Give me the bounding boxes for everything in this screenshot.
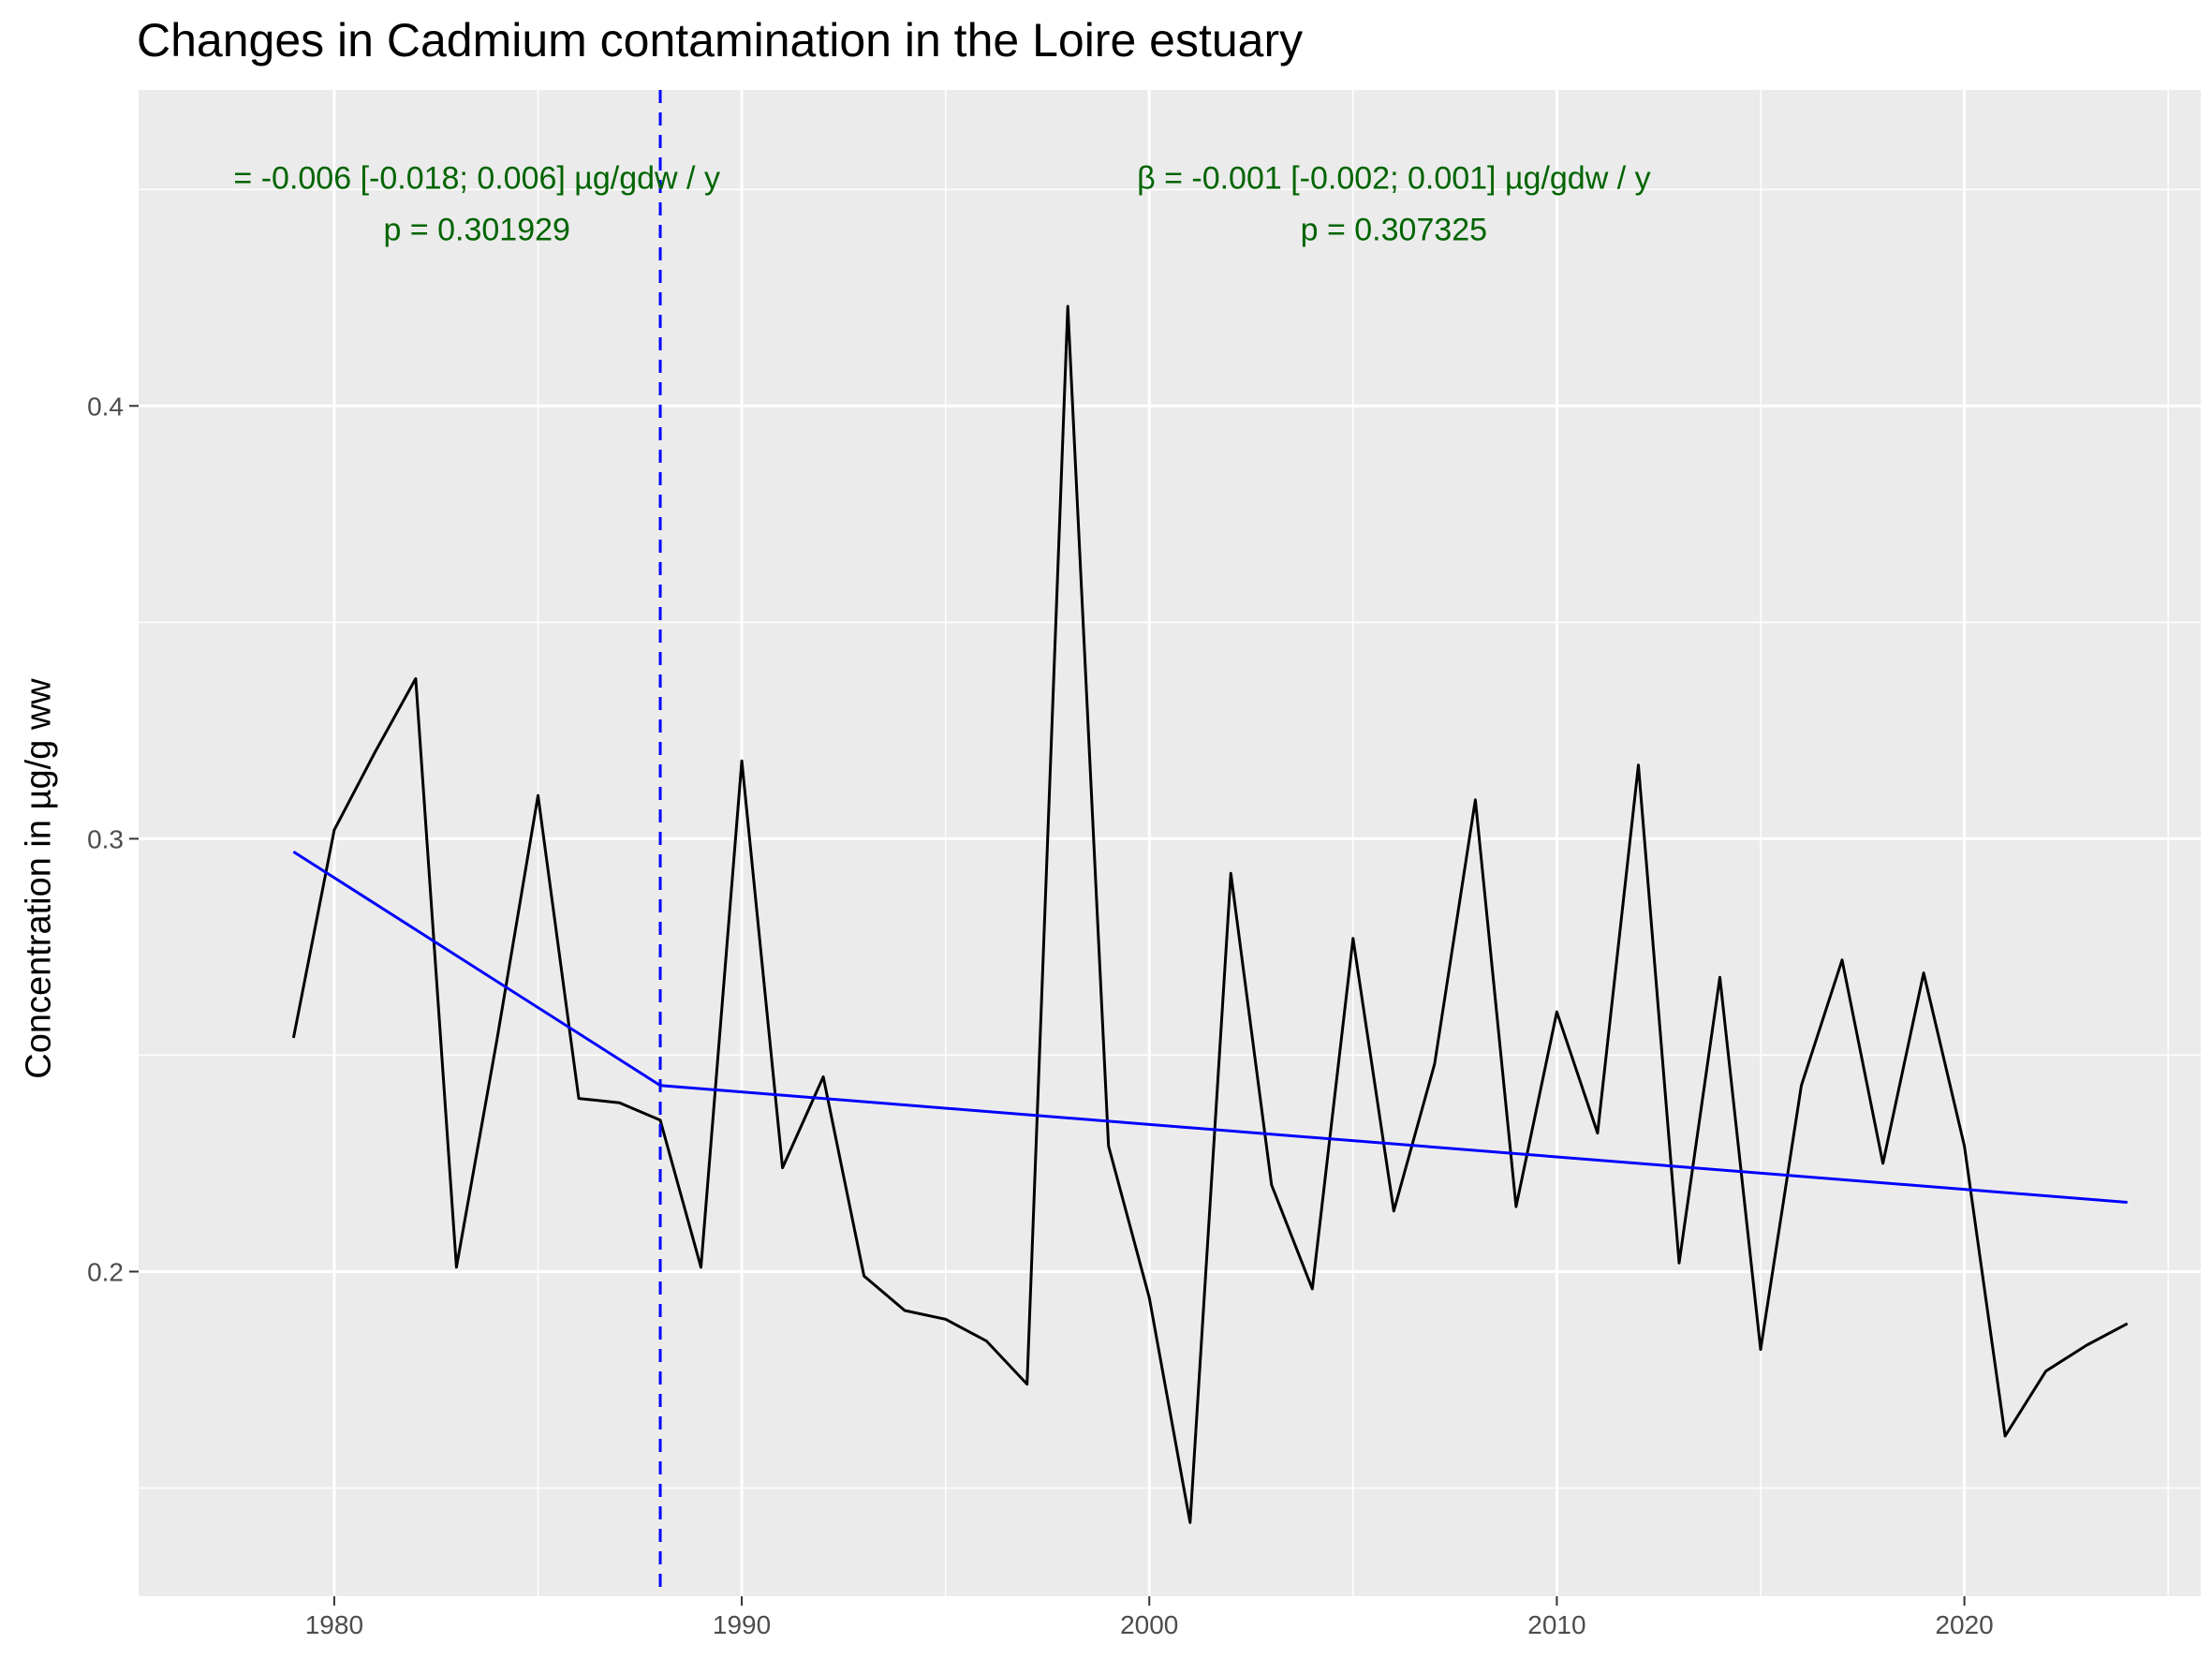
gridlines bbox=[139, 90, 2201, 1596]
y-tick-label: 0.3 bbox=[87, 824, 124, 853]
trend-segment-line bbox=[292, 850, 661, 1088]
trend-segment-line bbox=[659, 1084, 2128, 1205]
trend-annotation-slope: β = -0.001 [-0.002; 0.001] µg/gdw / y bbox=[1137, 161, 1651, 197]
plot-panel bbox=[139, 90, 2201, 1596]
chart-title: Changes in Cadmium contamination in the … bbox=[137, 14, 1304, 67]
trend-annotation-slope: = -0.006 [-0.018; 0.006] µg/gdw / y bbox=[233, 161, 720, 197]
x-tick-label: 1980 bbox=[305, 1610, 363, 1639]
y-tick-label: 0.2 bbox=[87, 1257, 124, 1286]
trend-annotation-pvalue: p = 0.307325 bbox=[1301, 213, 1487, 248]
y-tick-label: 0.4 bbox=[87, 392, 124, 421]
x-tick-label: 1990 bbox=[713, 1610, 771, 1639]
data-marks bbox=[291, 90, 2129, 1596]
concentration-series-line bbox=[291, 304, 2129, 1524]
x-tick-label: 2020 bbox=[1935, 1610, 1993, 1639]
trend-annotation-pvalue: p = 0.301929 bbox=[383, 213, 569, 248]
x-tick-label: 2010 bbox=[1527, 1610, 1585, 1639]
annotations: = -0.006 [-0.018; 0.006] µg/gdw / y p = 0… bbox=[233, 161, 1650, 248]
axes: 1980 1990 2000 2010 2020 0.2 0.3 0.4 bbox=[87, 392, 1994, 1639]
x-tick-label: 2000 bbox=[1120, 1610, 1178, 1639]
